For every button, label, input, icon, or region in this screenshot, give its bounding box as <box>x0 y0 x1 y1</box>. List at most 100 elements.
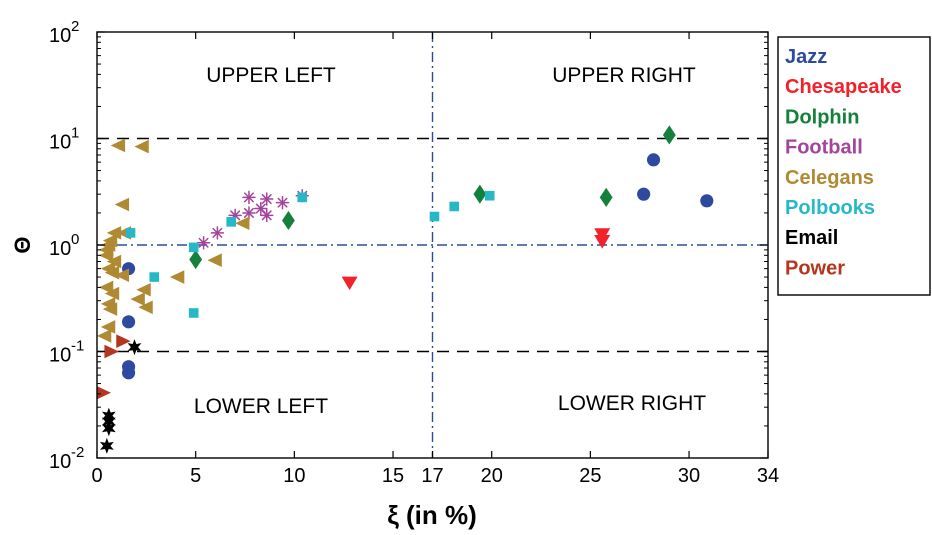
legend-entry-power: Power <box>785 257 845 279</box>
data-point <box>127 339 142 356</box>
data-point <box>210 226 225 240</box>
data-point <box>449 201 460 212</box>
data-point <box>114 197 130 212</box>
x-axis-ticks: 0 5 10 15 17 20 25 30 34 <box>91 32 779 487</box>
data-point <box>226 217 236 227</box>
data-point <box>98 280 114 295</box>
data-point <box>188 242 199 253</box>
data-point <box>429 211 440 222</box>
y-axis-title: Θ <box>10 236 35 253</box>
data-point <box>188 308 199 318</box>
legend-entry-celegans: Celegans <box>785 167 874 189</box>
legend-entry-chesapeake: Chesapeake <box>785 76 902 98</box>
data-point <box>196 235 211 250</box>
legend-entry-jazz: Jazz <box>785 46 827 68</box>
x-tick-label: 5 <box>190 465 201 487</box>
series-jazz <box>122 153 714 380</box>
y-tick-exponent: -1 <box>71 338 84 355</box>
series-dolphin <box>189 125 676 270</box>
data-point <box>99 437 114 454</box>
data-point <box>134 139 149 154</box>
data-point <box>114 268 130 283</box>
data-point <box>98 248 114 263</box>
series-power <box>96 334 131 400</box>
data-point <box>106 226 122 240</box>
x-tick-label: 20 <box>481 465 503 487</box>
x-tick-label: 17 <box>421 465 443 487</box>
x-tick-label: 10 <box>283 465 305 487</box>
quadrant-label-upper-right: UPPER RIGHT <box>552 64 696 87</box>
data-point <box>484 190 495 201</box>
data-point <box>122 366 136 380</box>
legend-box <box>777 36 931 296</box>
data-point <box>122 315 136 329</box>
y-tick-exponent: 1 <box>71 125 79 142</box>
data-point <box>275 195 290 210</box>
data-point <box>138 300 153 315</box>
y-tick-label: 10 <box>49 238 71 260</box>
quadrant-label-lower-right: LOWER RIGHT <box>558 392 706 415</box>
data-point <box>341 276 358 291</box>
data-point <box>207 253 222 267</box>
y-tick-label: 10 <box>49 345 71 367</box>
data-point <box>110 138 126 153</box>
data-point <box>136 282 151 297</box>
data-point <box>259 192 274 206</box>
data-point <box>242 190 256 205</box>
data-point <box>169 270 185 284</box>
data-point <box>189 249 203 270</box>
series-celegans <box>96 138 250 343</box>
x-tick-label: 25 <box>579 465 601 487</box>
data-point <box>646 153 661 167</box>
reference-lines <box>97 32 768 458</box>
data-points <box>96 125 714 454</box>
quadrant-labels: UPPER LEFT UPPER RIGHT LOWER LEFT LOWER RIG… <box>194 64 706 418</box>
y-tick-label: 10 <box>49 25 71 47</box>
series-chesapeake <box>341 228 611 291</box>
data-point <box>473 184 487 204</box>
legend-entry-football: Football <box>785 137 863 159</box>
legend-entry-polbooks: Polbooks <box>785 197 875 219</box>
legend-entry-dolphin: Dolphin <box>785 106 859 128</box>
legend: Jazz Chesapeake Dolphin Football Celegans Pol… <box>777 36 931 296</box>
x-tick-label: 30 <box>678 465 700 487</box>
data-point <box>297 192 308 203</box>
y-tick-exponent: 0 <box>71 231 79 248</box>
series-polbooks <box>125 190 495 318</box>
data-point <box>637 187 651 201</box>
data-point <box>700 194 714 208</box>
data-point <box>149 272 160 282</box>
data-point <box>235 216 250 231</box>
x-tick-label: 34 <box>757 465 779 487</box>
series-email <box>99 339 142 454</box>
data-point <box>104 344 119 359</box>
data-point <box>125 228 136 238</box>
data-point <box>104 265 120 280</box>
data-point <box>242 206 256 220</box>
data-point <box>594 235 611 249</box>
data-point <box>104 286 120 301</box>
y-tick-label: 10 <box>49 451 71 473</box>
quadrant-label-upper-left: UPPER LEFT <box>206 64 336 87</box>
data-point <box>96 385 111 400</box>
data-point <box>662 125 676 145</box>
data-point <box>100 320 116 334</box>
data-point <box>282 210 295 231</box>
quadrant-label-lower-left: LOWER LEFT <box>194 395 328 418</box>
data-point <box>130 292 145 306</box>
data-point <box>259 208 274 223</box>
legend-entry-email: Email <box>785 227 838 249</box>
data-point <box>96 329 112 343</box>
data-point <box>599 187 613 207</box>
y-tick-exponent: -2 <box>71 444 84 461</box>
y-tick-exponent: 2 <box>71 18 79 35</box>
x-tick-label: 15 <box>382 465 404 487</box>
x-tick-label: 0 <box>91 465 102 487</box>
data-point <box>101 420 116 437</box>
x-axis-title: ξ (in %) <box>387 500 477 530</box>
data-point <box>106 254 122 269</box>
y-tick-label: 10 <box>49 132 71 154</box>
